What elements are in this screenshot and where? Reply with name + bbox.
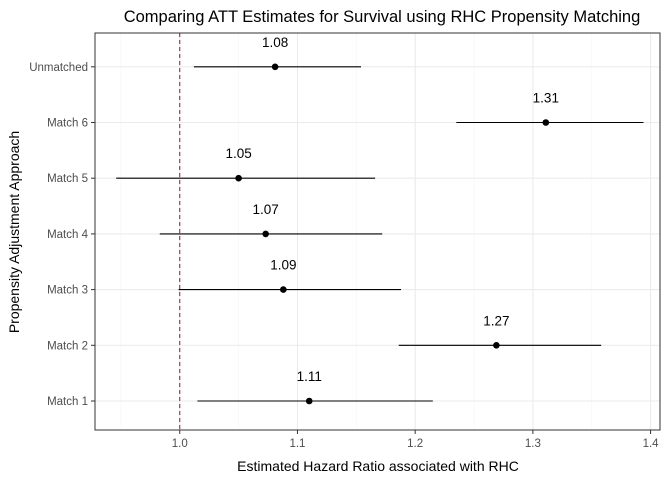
y-axis: Match 1 Match 2 Match 3 Match 4 Match 5 Match… [29, 62, 95, 408]
x-tick-label: 1.0 [172, 438, 188, 450]
y-tick-label: Match 4 [47, 229, 89, 241]
data-label: 1.09 [270, 258, 296, 273]
estimate-point [280, 286, 287, 293]
x-tick-label: 1.4 [643, 438, 660, 450]
y-tick-label: Match 3 [47, 285, 88, 297]
data-label: 1.07 [253, 202, 279, 217]
x-tick-label: 1.3 [525, 438, 541, 450]
estimate-point [262, 230, 269, 238]
estimate-point [542, 119, 550, 126]
data-label: 1.05 [225, 146, 251, 161]
x-axis-title: Estimated Hazard Ratio associated with R… [237, 458, 519, 474]
y-tick-label: Unmatched [29, 62, 88, 74]
data-label: 1.08 [262, 35, 288, 50]
estimate-point [493, 342, 500, 349]
estimate-point [271, 63, 279, 71]
estimate-point [235, 174, 242, 182]
panel-border [94, 32, 661, 431]
y-tick-label: Match 6 [47, 118, 88, 130]
x-tick-label: 1.2 [407, 438, 423, 450]
y-tick-label: Match 1 [47, 396, 88, 408]
y-tick-label: Match 2 [47, 340, 88, 352]
data-label: 1.11 [297, 369, 322, 384]
y-axis-title: Propensity Adjustment Approach [6, 131, 22, 333]
chart-title: Comparing ATT Estimates for Survival usi… [124, 8, 641, 26]
data-label: 1.27 [483, 313, 509, 328]
estimates-layer: 1.11 1.27 1.09 1.07 1.05 1.31 1.08 [116, 35, 644, 405]
x-tick-label: 1.1 [289, 438, 305, 450]
data-label: 1.31 [533, 91, 559, 106]
x-axis: 1.0 1.1 1.2 1.3 1.4 [172, 430, 659, 450]
y-tick-label: Match 5 [47, 173, 88, 185]
estimate-point [305, 397, 313, 405]
